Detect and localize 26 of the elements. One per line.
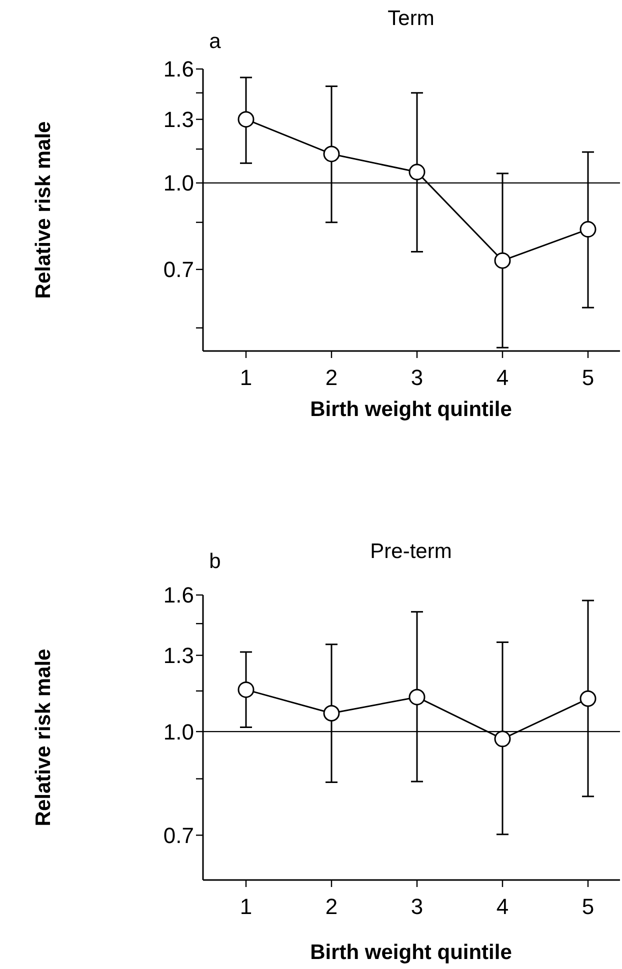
- y-tick-label: 1.3: [163, 643, 194, 668]
- y-tick-label: 1.0: [163, 719, 194, 744]
- y-tick-label: 1.6: [163, 582, 194, 608]
- y-tick-label: 1.0: [163, 170, 194, 196]
- x-tick-label: 3: [410, 365, 424, 390]
- x-tick-label: 3: [410, 894, 424, 919]
- y-axis-title: Relative risk male: [32, 121, 55, 299]
- x-tick-label: 2: [325, 365, 338, 390]
- x-tick-label: 1: [240, 894, 252, 919]
- y-tick-label: 1.6: [163, 56, 194, 82]
- x-tick-label: 5: [582, 365, 594, 390]
- y-axis-title: Relative risk male: [32, 648, 55, 826]
- y-tick-label: 0.7: [163, 822, 194, 848]
- x-tick-label: 1: [240, 365, 252, 390]
- text: a: [209, 30, 222, 53]
- x-tick-label: 5: [582, 894, 594, 919]
- x-axis-title: Birth weight quintile: [310, 398, 512, 421]
- text: b: [209, 550, 221, 573]
- y-tick-label: 1.3: [163, 107, 194, 132]
- x-tick-label: 4: [496, 365, 509, 390]
- x-tick-label: 2: [325, 894, 338, 919]
- chart-title: Term: [388, 7, 434, 30]
- chart-title: Pre-term: [370, 540, 452, 563]
- x-tick-label: 4: [496, 894, 509, 919]
- x-axis-title: Birth weight quintile: [310, 941, 512, 964]
- y-tick-label: 0.7: [163, 257, 194, 282]
